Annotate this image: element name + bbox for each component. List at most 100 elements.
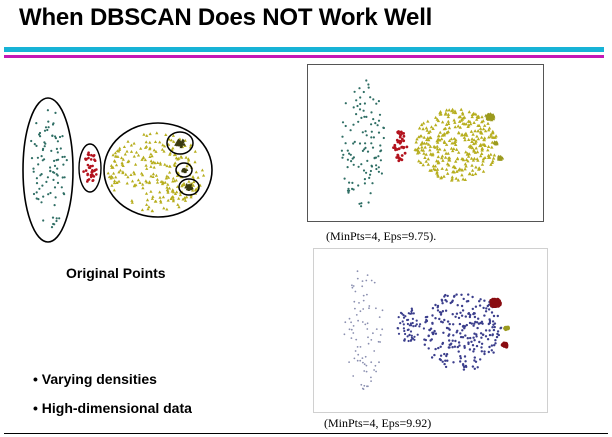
- data-point-teal: [43, 129, 47, 132]
- data-point-olive: [444, 167, 449, 171]
- data-point-olive: [455, 169, 459, 173]
- data-point-olive: [428, 129, 432, 133]
- data-point-noise: [473, 322, 476, 325]
- data-point-olive: [416, 146, 421, 150]
- data-point-noise: [410, 310, 413, 313]
- data-point-noise: [433, 353, 436, 357]
- data-point-olive: [173, 192, 178, 195]
- data-point-dense: [497, 155, 501, 158]
- data-point-olive: [114, 154, 118, 158]
- data-point-noise: [483, 314, 486, 317]
- data-point-olive: [165, 188, 169, 191]
- data-point-teal: [358, 87, 361, 90]
- data-point-olive: [442, 132, 446, 136]
- data-point-olive: [444, 111, 448, 115]
- data-point-noise: [484, 329, 488, 332]
- data-point-red: [91, 179, 94, 182]
- data-point-teal: [43, 141, 46, 144]
- data-point-teal: [47, 126, 50, 129]
- data-point-dense: [181, 169, 185, 173]
- data-point-teal: [360, 163, 363, 166]
- data-point-teal: [374, 122, 377, 125]
- data-point-noise: [486, 338, 490, 341]
- result-plot-eps-9-92: [343, 270, 510, 390]
- data-point-olive: [202, 173, 206, 177]
- data-point-dense-red: [502, 343, 506, 347]
- data-point-teal: [46, 109, 50, 112]
- data-point-noise: [356, 270, 359, 273]
- data-point-olive: [172, 140, 176, 143]
- data-point-noise: [446, 320, 450, 323]
- data-point-noise: [468, 321, 472, 325]
- data-point-olive: [470, 146, 475, 150]
- data-point-olive: [183, 199, 188, 202]
- data-point-olive: [471, 158, 476, 162]
- data-point-olive: [447, 139, 452, 142]
- data-point-olive: [490, 140, 494, 144]
- data-point-teal: [351, 181, 354, 184]
- data-point-noise: [373, 281, 376, 284]
- data-point-olive: [191, 175, 195, 178]
- data-point-olive: [425, 141, 429, 145]
- outline-ellipse-right: [103, 122, 213, 218]
- data-point-noise: [476, 326, 479, 330]
- data-point-noise: [366, 322, 369, 325]
- data-point-olive: [185, 195, 189, 199]
- data-point-noise: [463, 327, 466, 330]
- data-point-teal: [370, 123, 373, 126]
- data-point-teal: [379, 159, 382, 162]
- data-point-olive: [470, 168, 475, 172]
- data-point-noise: [434, 317, 437, 320]
- data-point-noise: [478, 300, 481, 303]
- data-point-noise: [473, 315, 477, 319]
- data-point-noise: [354, 350, 357, 352]
- data-point-olive: [461, 112, 465, 116]
- data-point-teal: [49, 191, 52, 195]
- data-point-olive: [142, 132, 146, 136]
- data-point-olive: [455, 147, 459, 151]
- data-point-olive: [466, 119, 471, 123]
- data-point-olive: [169, 138, 173, 142]
- data-point-olive: [480, 151, 484, 155]
- data-point-noise: [455, 331, 458, 334]
- data-point-noise: [446, 294, 449, 298]
- data-point-teal: [382, 136, 385, 140]
- data-point-red: [95, 168, 98, 171]
- data-point-olive: [435, 117, 439, 121]
- data-point-olive: [487, 126, 492, 130]
- data-point-noise: [434, 303, 437, 307]
- data-point-olive: [176, 203, 180, 206]
- data-point-noise: [475, 321, 479, 324]
- data-point-noise: [449, 343, 452, 346]
- data-point-teal: [35, 122, 38, 125]
- data-point-noise: [354, 307, 356, 310]
- data-point-teal: [347, 191, 350, 194]
- data-point-teal: [365, 171, 368, 174]
- data-point-olive: [457, 115, 461, 119]
- data-point-teal: [61, 155, 64, 159]
- data-point-teal: [32, 170, 35, 173]
- data-point-olive: [130, 200, 134, 204]
- data-point-olive: [427, 142, 431, 146]
- data-point-noise: [475, 344, 479, 348]
- data-point-noise: [461, 325, 465, 328]
- data-point-noise: [470, 340, 473, 343]
- data-point-olive: [483, 156, 487, 159]
- data-point-noise: [362, 361, 364, 364]
- data-point-red: [403, 151, 407, 155]
- data-point-noise: [409, 312, 412, 315]
- data-point-olive: [429, 125, 434, 129]
- data-point-olive: [447, 158, 451, 162]
- data-point-olive: [447, 163, 451, 167]
- data-point-noise: [444, 309, 448, 312]
- data-point-noise: [415, 319, 418, 322]
- data-point-teal: [372, 136, 375, 139]
- data-point-noise: [487, 308, 491, 311]
- data-point-red: [395, 138, 399, 142]
- data-point-dense-olive: [506, 325, 509, 329]
- data-point-olive: [474, 165, 478, 169]
- data-point-teal: [359, 96, 362, 99]
- data-point-noise: [431, 307, 435, 310]
- data-point-teal: [358, 202, 361, 205]
- data-point-olive: [153, 140, 158, 143]
